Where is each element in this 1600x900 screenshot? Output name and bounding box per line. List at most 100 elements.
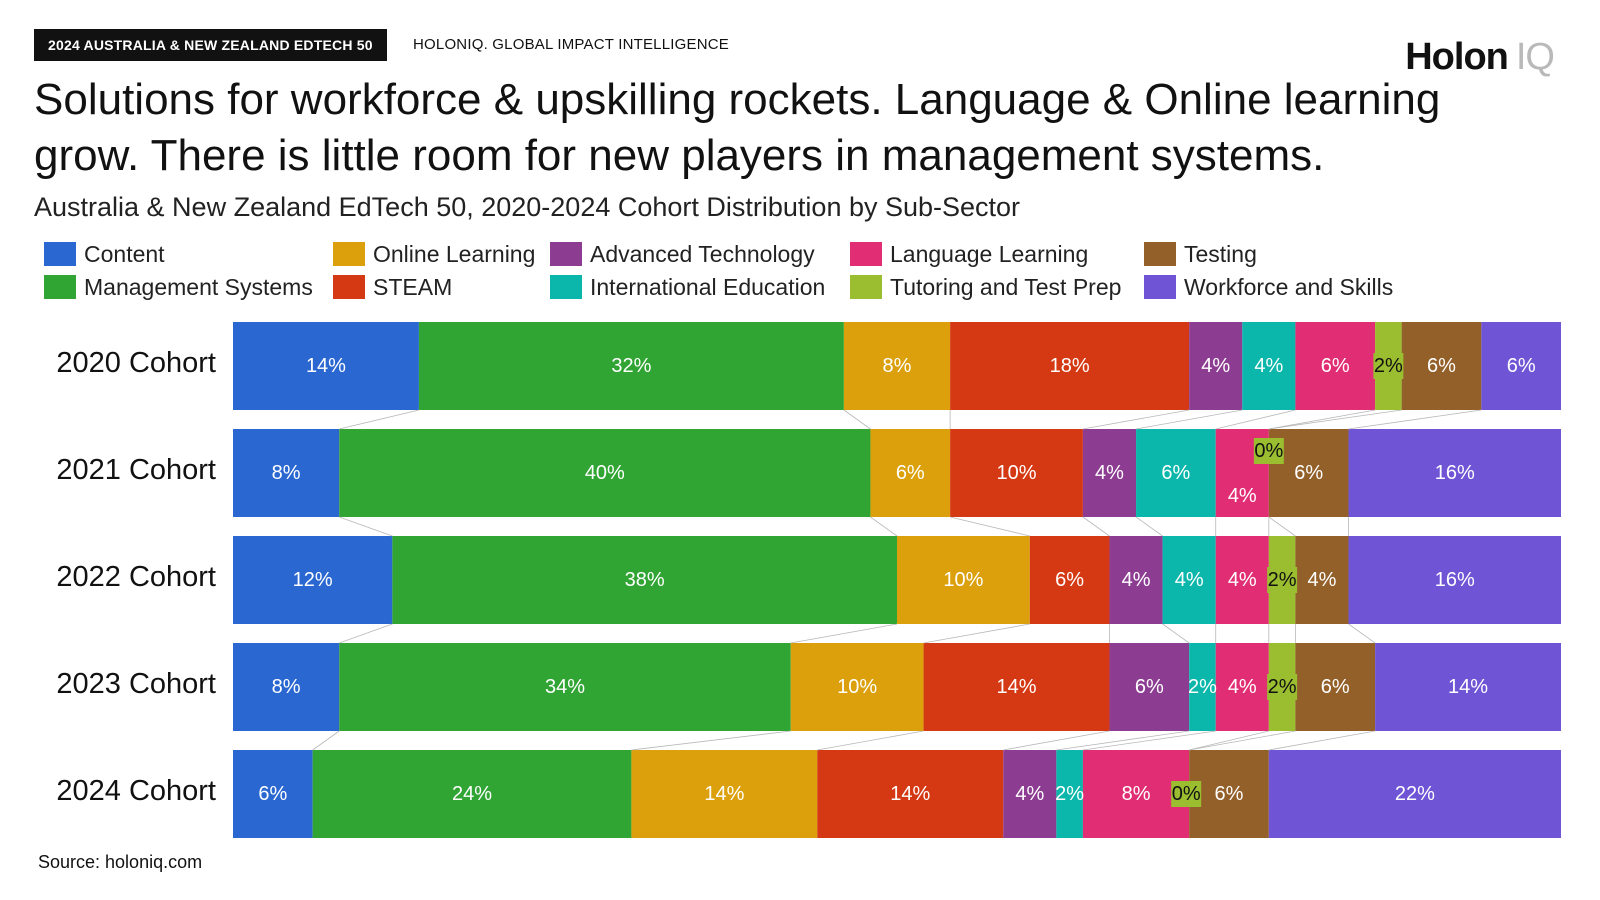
- connector-line: [1268, 730, 1376, 751]
- bar-segment-online-learning-5: [631, 750, 818, 838]
- data-label-bg: [1171, 781, 1202, 807]
- row-label-2023-cohort: 2023 Cohort: [56, 668, 216, 700]
- bar-segment-advanced-technology-2: [1082, 429, 1137, 517]
- connector-line: [1082, 730, 1216, 751]
- data-label-testing-3: 4%: [1308, 569, 1337, 591]
- data-label-international-education-3: 4%: [1175, 569, 1204, 591]
- data-label-advanced-technology-5: 4%: [1015, 783, 1044, 805]
- bar-segment-workforce-and-skills-1: [1481, 322, 1561, 410]
- report-tag: 2024 AUSTRALIA & NEW ZEALAND EDTECH 50: [34, 29, 387, 61]
- connector-line: [1135, 409, 1243, 430]
- data-label-management-systems-5: 24%: [452, 783, 492, 805]
- connector-line: [843, 409, 871, 430]
- bar-segment-online-learning-2: [870, 429, 951, 517]
- legend-item-online-learning: Online Learning: [333, 240, 535, 268]
- bar-segment-content-5: [233, 750, 313, 838]
- bar-segment-international-education-3: [1162, 536, 1216, 624]
- connector-line: [339, 623, 393, 644]
- connector-line: [1189, 730, 1269, 751]
- data-label-tutoring-and-test-prep-2: 0%: [1254, 440, 1283, 462]
- data-label-content-2: 8%: [272, 462, 301, 484]
- connector-line: [1268, 409, 1402, 430]
- bar-segment-international-education-2: [1136, 429, 1216, 517]
- connector-line: [1003, 730, 1110, 751]
- data-label-management-systems-3: 38%: [625, 569, 665, 591]
- data-label-testing-5: 6%: [1215, 783, 1244, 805]
- bar-segment-advanced-technology-4: [1109, 643, 1190, 731]
- bar-segment-management-systems-1: [418, 322, 844, 410]
- legend-item-international-education: International Education: [550, 273, 825, 301]
- data-label-workforce-and-skills-5: 22%: [1395, 783, 1435, 805]
- data-label-tutoring-and-test-prep-1: 2%: [1374, 355, 1403, 377]
- connector-line: [339, 409, 420, 430]
- connector-line: [1162, 623, 1190, 644]
- data-label-advanced-technology-3: 4%: [1122, 569, 1151, 591]
- legend-label: Workforce and Skills: [1184, 273, 1394, 300]
- legend-label: Language Learning: [890, 240, 1089, 267]
- data-label-language-learning-2: 4%: [1228, 485, 1257, 507]
- data-label-content-4: 8%: [272, 676, 301, 698]
- bar-segment-online-learning-3: [897, 536, 1030, 624]
- data-label-management-systems-1: 32%: [611, 355, 651, 377]
- holoniq-logo: Holon IQ: [1405, 36, 1555, 79]
- data-label-management-systems-4: 34%: [545, 676, 585, 698]
- bar-segment-language-learning-3: [1215, 536, 1269, 624]
- bar-segment-advanced-technology-5: [1003, 750, 1057, 838]
- data-label-online-learning-1: 8%: [883, 355, 912, 377]
- row-label-2020-cohort: 2020 Cohort: [56, 347, 216, 379]
- connector-line: [1348, 409, 1482, 430]
- data-label-online-learning-2: 6%: [896, 462, 925, 484]
- data-label-workforce-and-skills-3: 16%: [1435, 569, 1475, 591]
- legend-item-testing: Testing: [1144, 240, 1257, 268]
- data-label-testing-4: 6%: [1321, 676, 1350, 698]
- legend-swatch: [1144, 242, 1176, 266]
- legend-swatch: [550, 275, 582, 299]
- legend-swatch: [44, 242, 76, 266]
- connector-line: [950, 516, 1030, 537]
- data-label-language-learning-1: 6%: [1321, 355, 1350, 377]
- data-label-testing-2: 6%: [1294, 462, 1323, 484]
- data-label-international-education-5: 2%: [1055, 783, 1084, 805]
- data-label-international-education-2: 6%: [1161, 462, 1190, 484]
- data-label-international-education-1: 4%: [1254, 355, 1283, 377]
- data-label-language-learning-3: 4%: [1228, 569, 1257, 591]
- data-label-workforce-and-skills-4: 14%: [1448, 676, 1488, 698]
- bar-segment-workforce-and-skills-2: [1348, 429, 1561, 517]
- data-label-content-5: 6%: [258, 783, 287, 805]
- bar-segment-online-learning-4: [790, 643, 924, 731]
- bar-segment-advanced-technology-1: [1189, 322, 1243, 410]
- bar-segment-workforce-and-skills-5: [1268, 750, 1561, 838]
- data-label-language-learning-5: 8%: [1122, 783, 1151, 805]
- connector-line: [339, 516, 393, 537]
- bar-segment-testing-1: [1401, 322, 1482, 410]
- connector-line: [312, 730, 340, 751]
- bar-segment-testing-3: [1295, 536, 1349, 624]
- connector-line: [1135, 516, 1163, 537]
- data-label-steam-2: 10%: [997, 462, 1037, 484]
- data-label-content-3: 12%: [293, 569, 333, 591]
- data-label-advanced-technology-2: 4%: [1095, 462, 1124, 484]
- data-label-bg: [1253, 438, 1284, 464]
- data-label-tutoring-and-test-prep-4: 2%: [1268, 676, 1297, 698]
- data-label-advanced-technology-4: 6%: [1135, 676, 1164, 698]
- data-label-online-learning-5: 14%: [704, 783, 744, 805]
- data-label-content-1: 14%: [306, 355, 346, 377]
- source-note: Source: holoniq.com: [38, 852, 203, 872]
- data-label-workforce-and-skills-2: 16%: [1435, 462, 1475, 484]
- bar-segment-steam-5: [817, 750, 1004, 838]
- headline-line-1: Solutions for workforce & upskilling roc…: [34, 75, 1441, 124]
- data-label-tutoring-and-test-prep-5: 0%: [1172, 783, 1201, 805]
- bar-segment-steam-3: [1029, 536, 1110, 624]
- legend-item-management-systems: Management Systems: [44, 273, 313, 301]
- bar-segment-international-education-4: [1189, 643, 1216, 731]
- data-label-testing-1: 6%: [1427, 355, 1456, 377]
- legend-label: International Education: [590, 273, 826, 300]
- data-label-online-learning-4: 10%: [837, 676, 877, 698]
- data-label-bg: [1267, 567, 1298, 593]
- bar-segment-online-learning-1: [843, 322, 951, 410]
- row-label-2021-cohort: 2021 Cohort: [56, 454, 216, 486]
- row-label-2022-cohort: 2022 Cohort: [56, 561, 216, 593]
- bar-segment-testing-5: [1189, 750, 1269, 838]
- data-label-bg: [1267, 674, 1298, 700]
- data-label-advanced-technology-1: 4%: [1201, 355, 1230, 377]
